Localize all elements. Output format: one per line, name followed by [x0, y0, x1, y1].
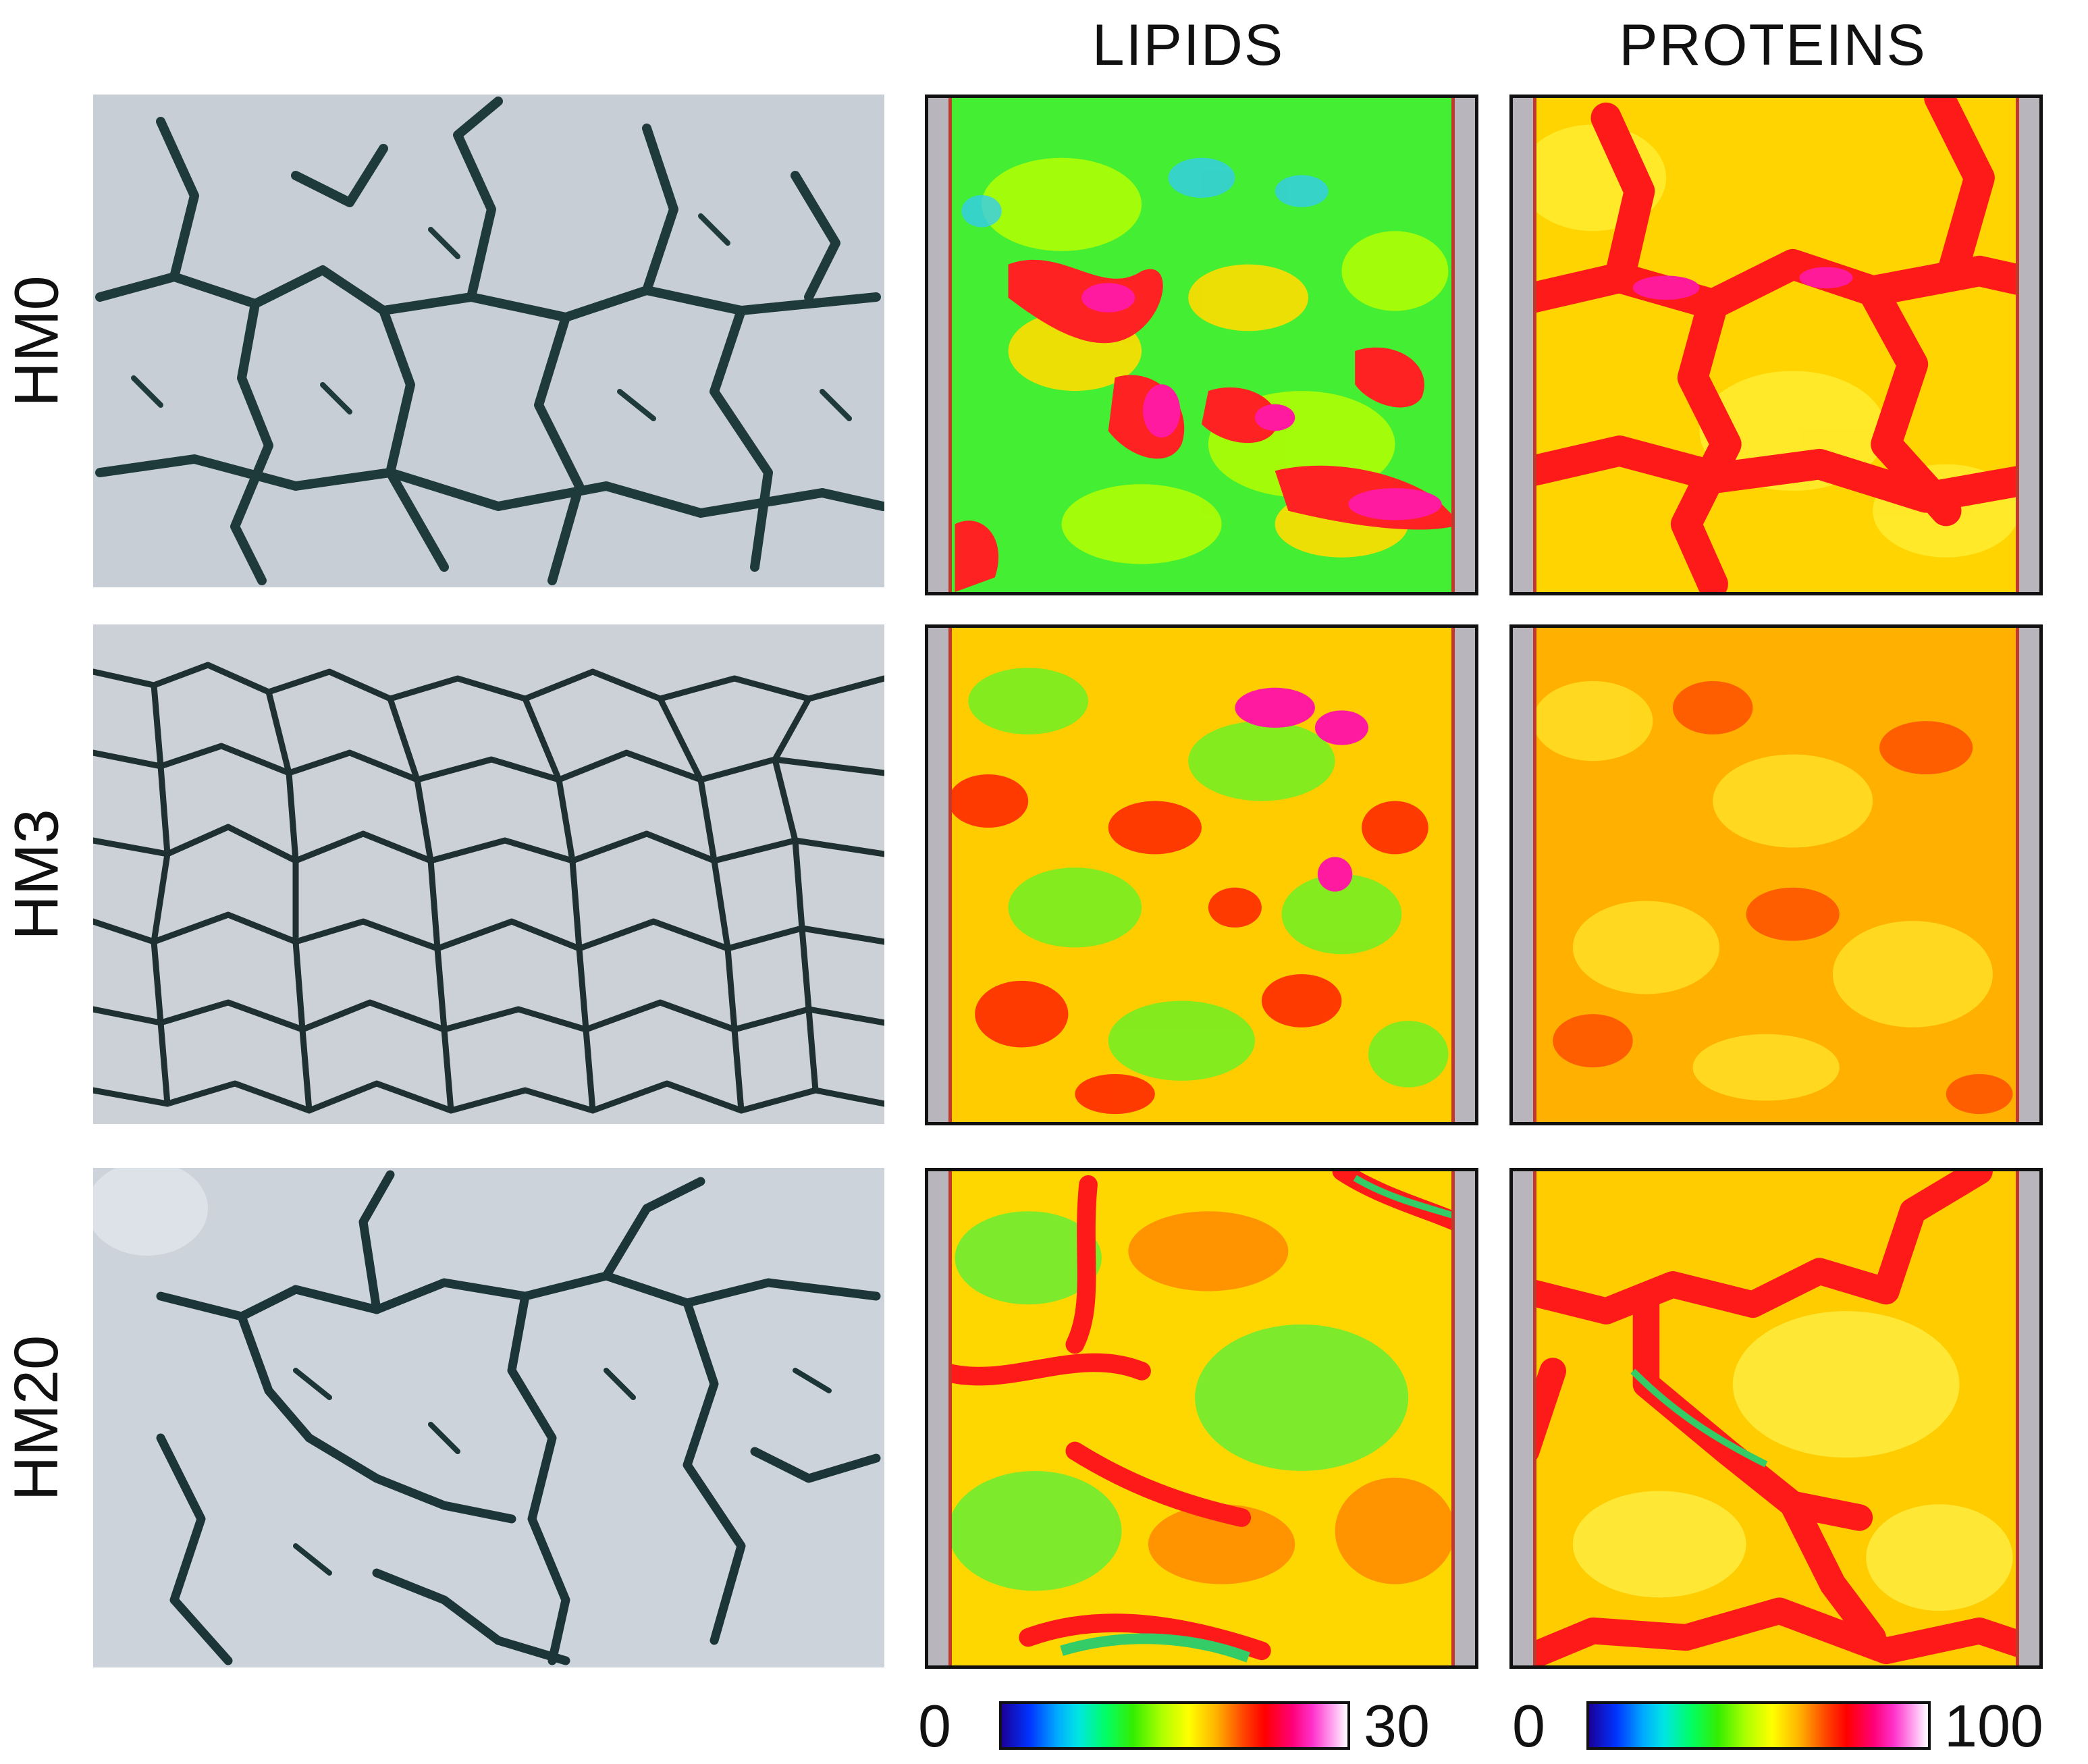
- proteins-header: PROTEINS: [1619, 13, 1927, 78]
- micrograph-hm3: [93, 624, 884, 1124]
- lipids-colorbar-min: 0: [918, 1692, 951, 1759]
- lipids-map-hm0: [925, 95, 1478, 595]
- micrograph-hm0: [93, 95, 884, 587]
- row-label-hm3: HM3: [2, 808, 72, 940]
- proteins-map-hm20: [1509, 1168, 2043, 1669]
- micrograph-hm20: [93, 1168, 884, 1667]
- proteins-map-hm0: [1509, 95, 2043, 595]
- proteins-map-hm3: [1509, 624, 2043, 1125]
- lipids-colorbar-gradient: [999, 1701, 1350, 1750]
- proteins-colorbar-max: 100: [1944, 1692, 2043, 1759]
- lipids-map-hm20: [925, 1168, 1478, 1669]
- row-label-hm20: HM20: [2, 1335, 72, 1501]
- lipids-header: LIPIDS: [1092, 13, 1285, 78]
- lipids-colorbar: 0 30: [918, 1696, 1458, 1757]
- lipids-colorbar-max: 30: [1364, 1692, 1430, 1759]
- proteins-colorbar-min: 0: [1512, 1692, 1545, 1759]
- lipids-map-hm3: [925, 624, 1478, 1125]
- row-label-hm0: HM0: [2, 275, 72, 407]
- proteins-colorbar: 0 100: [1512, 1696, 2079, 1757]
- proteins-colorbar-gradient: [1586, 1701, 1931, 1750]
